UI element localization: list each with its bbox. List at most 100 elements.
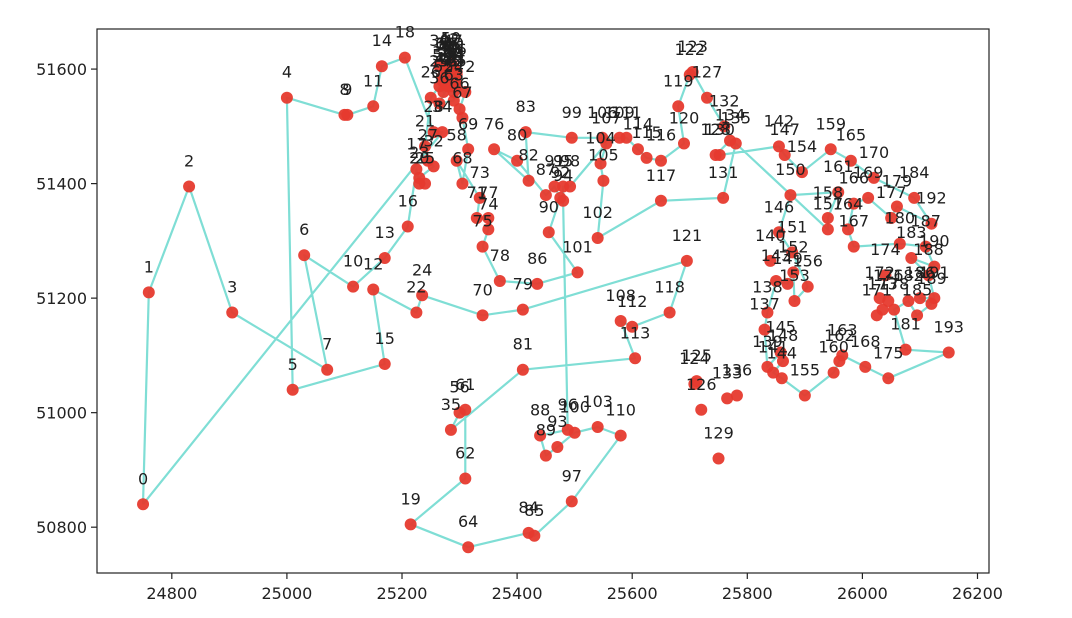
point-label-60: 60	[435, 34, 455, 53]
point-label-129: 129	[703, 423, 734, 442]
point-label-79: 79	[513, 275, 533, 294]
point-label-42: 42	[439, 30, 459, 49]
x-tick-label: 26200	[952, 584, 1003, 603]
point-label-20: 20	[409, 149, 429, 168]
point-label-160: 160	[818, 338, 849, 357]
data-point-102	[591, 232, 604, 245]
data-point-146	[772, 226, 785, 239]
point-label-101: 101	[562, 237, 593, 256]
point-label-148: 148	[768, 326, 799, 345]
point-label-43: 43	[435, 48, 455, 67]
data-point-148	[776, 355, 789, 368]
point-label-92: 92	[550, 163, 570, 182]
data-point-119	[672, 100, 685, 113]
point-label-62: 62	[455, 444, 475, 463]
x-axis: 24800 25000 25200 25400 25600 25800 26000 26200	[146, 573, 1003, 603]
point-label-128: 128	[700, 120, 731, 139]
point-label-22: 22	[406, 277, 426, 296]
data-point-137	[758, 323, 771, 336]
data-point-32	[427, 160, 440, 173]
data-point-193	[942, 346, 955, 359]
point-label-157: 157	[813, 194, 844, 213]
point-label-100: 100	[559, 398, 590, 417]
point-label-130: 130	[704, 120, 735, 139]
data-point-188	[922, 269, 935, 282]
point-label-102: 102	[582, 203, 613, 222]
point-label-46: 46	[446, 40, 466, 59]
data-point-80	[511, 154, 524, 167]
data-point-12	[367, 283, 380, 296]
data-point-126	[695, 403, 708, 416]
point-label-61: 61	[455, 375, 475, 394]
data-point-15	[378, 357, 391, 370]
point-label-146: 146	[764, 197, 795, 216]
point-label-35: 35	[441, 395, 461, 414]
point-label-89: 89	[536, 421, 556, 440]
point-label-11: 11	[363, 71, 383, 90]
point-label-150: 150	[775, 160, 806, 179]
point-label-64: 64	[458, 512, 478, 531]
point-label-23: 23	[409, 143, 429, 162]
data-point-184	[908, 191, 921, 204]
point-label-45: 45	[441, 51, 461, 70]
point-label-134: 134	[715, 106, 746, 125]
data-point-161	[832, 186, 845, 199]
point-label-180: 180	[885, 209, 916, 228]
y-tick-label: 50800	[36, 518, 87, 537]
point-label-31: 31	[435, 34, 455, 53]
data-point-105	[597, 174, 610, 187]
point-labels: 0123456789101112131415161718192021222324…	[138, 23, 964, 532]
data-point-138	[761, 306, 774, 319]
point-label-24: 24	[412, 260, 432, 279]
point-label-98: 98	[560, 151, 580, 170]
point-label-149: 149	[772, 249, 803, 268]
point-label-97: 97	[562, 466, 582, 485]
data-point-157	[821, 223, 834, 236]
point-label-178: 178	[879, 275, 910, 294]
data-point-77	[482, 211, 495, 224]
point-label-114: 114	[623, 114, 654, 133]
point-label-85: 85	[524, 501, 544, 520]
data-point-117	[654, 194, 667, 207]
data-point-16	[401, 220, 414, 233]
point-label-193: 193	[933, 318, 964, 337]
data-point-63	[447, 94, 460, 107]
point-label-153: 153	[779, 266, 810, 285]
point-label-171: 171	[862, 280, 893, 299]
data-point-182	[902, 295, 915, 307]
point-label-19: 19	[400, 489, 420, 508]
point-label-176: 176	[873, 266, 904, 285]
point-label-0: 0	[138, 469, 148, 488]
point-label-135: 135	[721, 109, 752, 128]
point-label-103: 103	[582, 392, 613, 411]
point-label-78: 78	[490, 246, 510, 265]
data-point-18	[398, 51, 411, 64]
point-label-73: 73	[470, 163, 490, 182]
data-point-111	[620, 131, 633, 144]
point-label-87: 87	[536, 160, 556, 179]
data-point-120	[677, 137, 690, 150]
data-point-133	[721, 392, 734, 405]
point-label-158: 158	[813, 183, 844, 202]
point-label-117: 117	[646, 166, 677, 185]
point-label-144: 144	[767, 343, 798, 362]
data-point-81	[516, 363, 529, 376]
data-point-89	[539, 449, 552, 462]
point-label-132: 132	[709, 91, 740, 110]
point-label-147: 147	[769, 120, 800, 139]
data-point-70	[476, 309, 489, 322]
point-label-154: 154	[787, 137, 818, 156]
x-tick-label: 25000	[261, 584, 312, 603]
data-point-0	[137, 498, 150, 511]
point-label-123: 123	[677, 37, 708, 56]
data-point-104	[594, 157, 607, 170]
point-label-162: 162	[824, 326, 855, 345]
point-label-137: 137	[749, 295, 780, 314]
point-label-55: 55	[432, 46, 452, 65]
point-label-190: 190	[919, 232, 950, 251]
point-label-10: 10	[343, 252, 363, 271]
data-point-98	[564, 180, 577, 193]
data-point-34	[436, 126, 449, 139]
point-label-51: 51	[446, 48, 466, 67]
